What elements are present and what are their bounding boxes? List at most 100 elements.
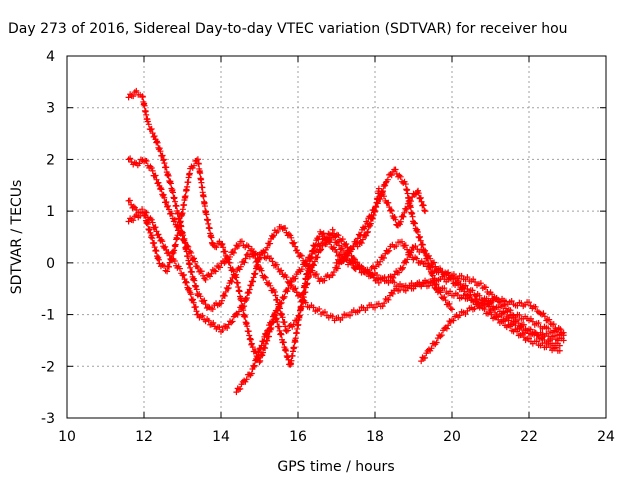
data-point	[450, 317, 457, 324]
data-point	[278, 267, 285, 274]
data-point	[457, 280, 464, 287]
data-point	[125, 94, 132, 101]
data-point	[364, 269, 371, 276]
data-point	[144, 221, 151, 228]
data-point	[556, 342, 563, 349]
y-tick-label: 4	[46, 49, 55, 65]
data-point	[298, 252, 305, 259]
data-point	[224, 325, 231, 332]
data-point	[267, 240, 274, 247]
data-point	[168, 255, 175, 262]
data-point	[449, 306, 455, 313]
data-point	[346, 312, 353, 319]
data-point	[281, 293, 288, 300]
data-point	[370, 274, 377, 281]
data-point	[177, 230, 184, 237]
data-point	[235, 308, 242, 315]
data-point	[143, 157, 150, 164]
series-sat-e	[233, 226, 563, 396]
data-point	[382, 179, 389, 186]
data-point	[230, 268, 237, 275]
data-point	[243, 294, 250, 301]
data-point	[264, 327, 271, 334]
data-point	[236, 288, 243, 295]
data-point	[369, 215, 376, 222]
data-point	[230, 249, 237, 256]
data-point	[274, 227, 281, 234]
series-sat-a	[125, 87, 567, 344]
data-point	[269, 258, 276, 265]
data-point	[472, 279, 479, 286]
data-point	[495, 316, 502, 323]
data-point	[456, 312, 463, 319]
data-point	[250, 363, 257, 370]
data-point	[166, 263, 173, 270]
x-tick-label: 24	[597, 429, 615, 445]
data-point	[325, 238, 332, 245]
data-point	[133, 87, 140, 94]
chart-title: Day 273 of 2016, Sidereal Day-to-day VTE…	[8, 21, 568, 37]
data-point	[311, 258, 318, 265]
data-point	[384, 248, 391, 255]
data-point	[159, 238, 166, 245]
data-point	[464, 274, 471, 281]
data-point	[507, 323, 514, 330]
data-point	[229, 318, 236, 325]
data-point	[383, 277, 390, 284]
data-point	[343, 252, 350, 259]
data-point	[348, 246, 355, 253]
data-point	[407, 252, 414, 259]
data-point	[476, 292, 483, 299]
data-point	[248, 282, 255, 289]
data-point	[411, 219, 418, 226]
data-point	[404, 256, 411, 263]
data-point	[437, 265, 444, 272]
series-sat-f	[418, 294, 567, 365]
data-point	[242, 314, 249, 321]
data-point	[130, 93, 137, 100]
data-point	[392, 166, 399, 173]
data-point	[529, 318, 536, 325]
data-point	[151, 133, 158, 140]
x-tick-label: 10	[58, 429, 76, 445]
data-point	[281, 318, 288, 325]
data-point	[447, 318, 454, 325]
data-point	[500, 318, 507, 325]
data-point	[321, 277, 328, 284]
data-point	[273, 261, 280, 268]
data-point	[286, 231, 293, 238]
data-point	[404, 200, 411, 207]
data-point	[348, 260, 355, 267]
data-point	[283, 274, 290, 281]
y-tick-label: 3	[46, 101, 55, 117]
data-point	[291, 239, 298, 246]
y-tick-label: 2	[46, 152, 55, 168]
data-point	[191, 162, 198, 169]
data-point	[364, 229, 371, 236]
y-tick-label: -1	[41, 308, 55, 324]
data-point	[176, 265, 183, 272]
data-point	[259, 352, 266, 359]
data-point	[354, 259, 361, 266]
data-point	[336, 242, 343, 249]
data-point	[243, 376, 250, 383]
data-point	[300, 289, 307, 296]
data-point	[514, 316, 521, 323]
data-point	[371, 207, 378, 214]
data-point	[269, 318, 276, 325]
data-point	[338, 258, 345, 265]
data-point	[407, 198, 414, 205]
data-point	[161, 194, 168, 201]
data-point	[218, 300, 224, 307]
data-point	[278, 331, 285, 338]
series-sat-g	[333, 185, 429, 266]
x-tick-label: 12	[135, 429, 153, 445]
data-point	[254, 354, 261, 361]
data-point	[274, 307, 281, 314]
data-point	[264, 244, 271, 251]
data-point	[209, 306, 216, 313]
data-point	[545, 325, 552, 332]
data-point	[432, 285, 439, 292]
data-point	[329, 272, 336, 279]
data-point	[502, 309, 509, 316]
